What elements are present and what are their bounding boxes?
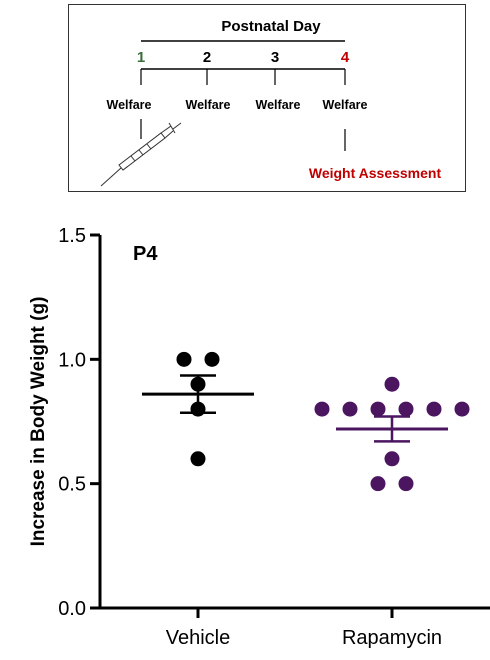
y-axis-title: Increase in Body Weight (g) bbox=[28, 297, 49, 547]
timeline-event-1: Welfare bbox=[107, 98, 152, 112]
data-point bbox=[370, 401, 386, 417]
data-point bbox=[204, 351, 220, 367]
data-point bbox=[314, 401, 330, 417]
data-point bbox=[342, 401, 358, 417]
data-point bbox=[190, 451, 206, 467]
y-tick-label: 0.0 bbox=[58, 598, 86, 620]
y-tick-label: 1.0 bbox=[58, 349, 86, 371]
timeline-event-2: Welfare bbox=[186, 98, 231, 112]
x-tick-label: Rapamycin bbox=[342, 627, 442, 649]
timeline-day-3: 3 bbox=[271, 49, 279, 66]
weight-assessment-label: Weight Assessment bbox=[309, 165, 442, 181]
timeline-header: Postnatal Day bbox=[221, 18, 321, 35]
data-point bbox=[426, 401, 442, 417]
panel-annotation: P4 bbox=[133, 243, 158, 265]
data-point bbox=[384, 376, 400, 392]
timeline-day-4: 4 bbox=[341, 49, 350, 66]
data-point bbox=[370, 476, 386, 492]
data-point bbox=[384, 451, 400, 467]
timeline-event-4: Welfare bbox=[323, 98, 368, 112]
scatter-chart: 0.0 0.5 1.0 1.5 Vehicle Rapamycin Increase in … bbox=[28, 225, 490, 649]
y-tick-label: 0.5 bbox=[58, 474, 86, 496]
data-point bbox=[398, 476, 414, 492]
x-tick-label: Vehicle bbox=[166, 627, 231, 649]
syringe-icon bbox=[100, 122, 182, 187]
timeline-day-2: 2 bbox=[203, 49, 211, 66]
timeline-event-3: Welfare bbox=[256, 98, 301, 112]
timeline-day-1: 1 bbox=[137, 49, 145, 66]
timeline-panel: Postnatal Day 1 2 3 4 Welfare Welfare We… bbox=[68, 4, 466, 192]
y-tick-label: 1.5 bbox=[58, 225, 86, 247]
data-point bbox=[398, 401, 414, 417]
data-point bbox=[454, 401, 470, 417]
data-point bbox=[176, 351, 192, 367]
timeline-diagram: Postnatal Day 1 2 3 4 Welfare Welfare We… bbox=[100, 18, 442, 187]
